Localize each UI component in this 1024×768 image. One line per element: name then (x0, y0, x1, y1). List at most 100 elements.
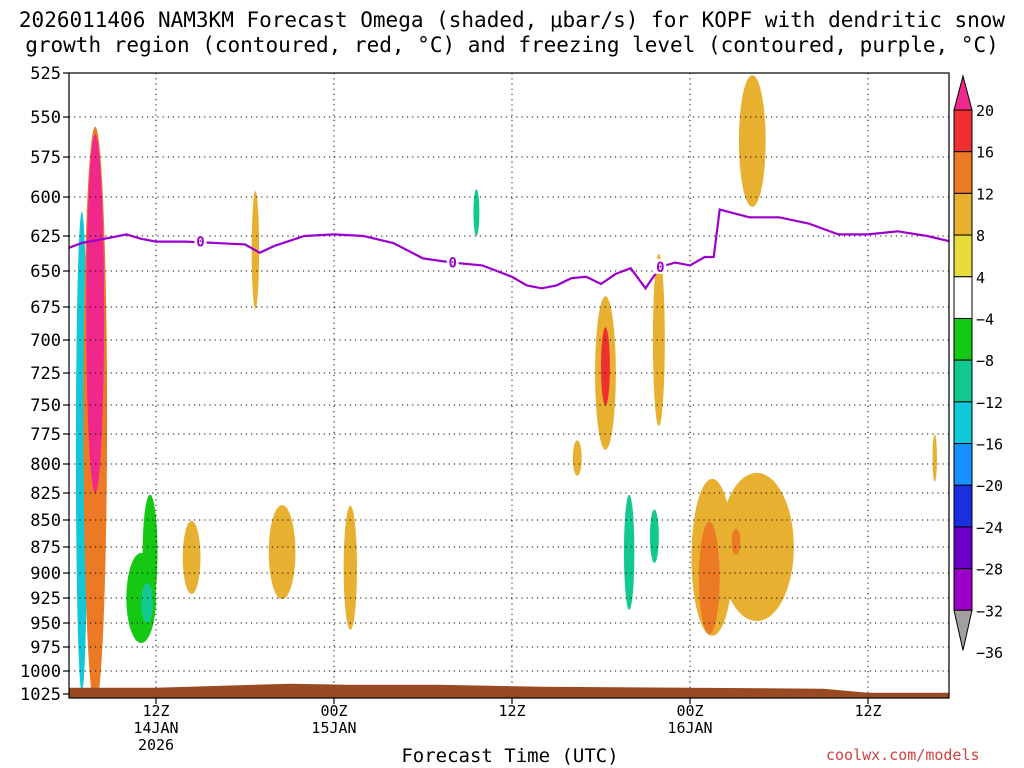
x-tick-label-6-2: 2026 (138, 736, 174, 754)
x-tick-label-18-0: 00Z (320, 702, 347, 720)
colorbar-box-2 (953, 526, 973, 570)
chart-title-line-2: growth region (contoured, red, °C) and f… (25, 33, 999, 57)
x-axis-label: Forecast Time (UTC) (401, 745, 619, 767)
colorbar-box-10 (953, 192, 973, 236)
freezing-level-line (69, 208, 949, 291)
omega-shade-25 (652, 253, 665, 427)
omega-shade-4 (142, 494, 158, 610)
omega-shade-8 (259, 327, 269, 406)
y-axis: 525 550 575 600 625 650 675 700 725 750 775 800 825 8… (20, 64, 69, 705)
y-tick-label-575: 575 (30, 148, 61, 168)
colorbar-label-11: −28 (976, 561, 1003, 579)
x-tick-label-42-1: 16JAN (667, 719, 712, 737)
freezing-label-bg-2 (654, 258, 667, 274)
colorbar-box-11 (953, 151, 973, 194)
y-tick-label-950: 950 (30, 614, 61, 634)
colorbar: 20 16 12 8 4 −4 −8 −12 −16 −20 −24 −28 −32 −36 (953, 74, 1003, 662)
freezing-label-bg-0 (194, 233, 207, 249)
omega-shade-22 (623, 494, 635, 610)
colorbar-label-0: 20 (976, 102, 994, 120)
x-tick-label-42-0: 00Z (676, 702, 703, 720)
terrain-layer (69, 683, 949, 698)
freezing-level-label-0: 0 (196, 235, 204, 251)
chart-title-line-1: 2026011406 NAM3KM Forecast Omega (shaded… (18, 8, 1006, 32)
freezing-label-bg-1 (446, 254, 459, 270)
colorbar-label-4: 4 (976, 269, 985, 287)
site-credit[interactable]: coolwx.com/models (826, 746, 980, 764)
omega-shade-29 (719, 472, 794, 622)
freezing-level-layer: 0 0 0 (69, 208, 949, 291)
colorbar-bottom-triangle (953, 609, 973, 651)
colorbar-box-6 (953, 359, 973, 403)
y-tick-label-850: 850 (30, 511, 61, 531)
omega-shade-19 (601, 327, 610, 406)
y-tick-label-825: 825 (30, 484, 61, 504)
freezing-level-label-1: 0 (448, 256, 456, 272)
y-tick-label-725: 725 (30, 364, 61, 384)
omega-shade-15 (526, 392, 545, 465)
x-tick-label-6-0: 12Z (142, 702, 169, 720)
y-tick-label-525: 525 (30, 64, 61, 84)
colorbar-label-3: 8 (976, 227, 985, 245)
omega-shade-11 (343, 505, 357, 630)
y-tick-label-925: 925 (30, 589, 61, 609)
colorbar-label-1: 16 (976, 144, 994, 162)
y-tick-label-800: 800 (30, 455, 61, 475)
omega-shade-14 (501, 344, 529, 524)
y-tick-label-750: 750 (30, 396, 61, 416)
colorbar-box-4 (953, 443, 973, 486)
colorbar-label-9: −20 (976, 477, 1003, 495)
colorbar-label-7: −12 (976, 394, 1003, 412)
x-tick-label-18-1: 15JAN (311, 719, 356, 737)
omega-shade-32 (932, 434, 937, 482)
plot-frame (68, 72, 950, 699)
y-tick-label-550: 550 (30, 108, 61, 128)
omega-shading-layer (75, 73, 937, 698)
omega-shade-17 (560, 125, 579, 237)
y-tick-label-975: 975 (30, 638, 61, 658)
freezing-level-label-2: 0 (656, 260, 664, 276)
terrain-band (69, 683, 949, 698)
omega-shade-5 (141, 583, 154, 623)
omega-shade-13 (473, 189, 480, 237)
colorbar-box-5 (953, 401, 973, 445)
colorbar-box-8 (953, 276, 973, 319)
omega-shade-2 (86, 134, 105, 493)
gridlines (69, 72, 949, 698)
x-tick-label-54-0: 12Z (854, 702, 881, 720)
colorbar-label-2: 12 (976, 185, 994, 203)
colorbar-box-7 (953, 317, 973, 361)
omega-shade-20 (572, 440, 582, 476)
colorbar-box-9 (953, 234, 973, 278)
omega-shade-9 (268, 505, 296, 600)
y-tick-label-600: 600 (30, 188, 61, 208)
y-tick-label-1025: 1025 (20, 685, 61, 705)
y-tick-label-875: 875 (30, 538, 61, 558)
x-tick-label-30-0: 12Z (498, 702, 525, 720)
colorbar-label-10: −24 (976, 519, 1003, 537)
colorbar-top-triangle (953, 74, 973, 111)
y-tick-label-900: 900 (30, 564, 61, 584)
y-tick-label-650: 650 (30, 262, 61, 282)
colorbar-box-1 (953, 568, 973, 611)
x-tick-label-6-1: 14JAN (133, 719, 178, 737)
omega-shade-30 (698, 521, 720, 635)
omega-shade-31 (731, 528, 741, 555)
omega-shade-24 (649, 509, 659, 563)
colorbar-label-6: −8 (976, 352, 994, 370)
omega-shade-26 (709, 184, 719, 344)
colorbar-label-12: −32 (976, 602, 1003, 620)
omega-shade-27 (738, 75, 766, 207)
colorbar-box-12 (953, 109, 973, 153)
y-tick-label-625: 625 (30, 227, 61, 247)
omega-shade-6 (182, 520, 201, 594)
y-tick-label-700: 700 (30, 331, 61, 351)
y-tick-label-675: 675 (30, 298, 61, 318)
colorbar-label-13: −36 (976, 644, 1003, 662)
y-tick-label-1000: 1000 (20, 662, 61, 682)
y-tick-label-775: 775 (30, 425, 61, 445)
colorbar-label-5: −4 (976, 310, 994, 328)
colorbar-box-3 (953, 484, 973, 528)
